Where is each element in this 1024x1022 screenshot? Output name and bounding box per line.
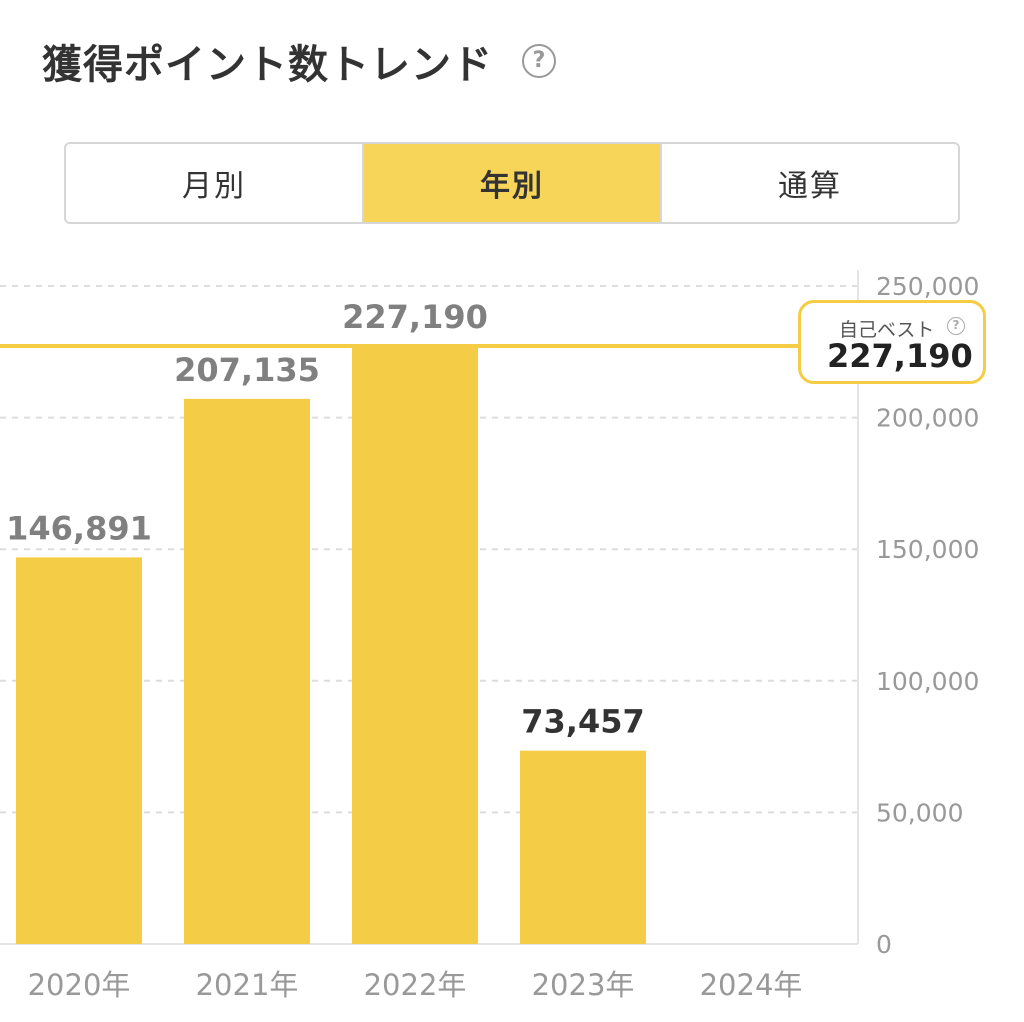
personal-best-label: 自己ベスト: [839, 319, 935, 341]
y-tick-label: 50,000: [876, 798, 963, 827]
tab-monthly[interactable]: 月別: [182, 169, 246, 204]
bar: [16, 557, 142, 944]
x-tick-label: 2024年: [700, 968, 803, 1002]
period-tabs: 月別 年別 通算: [64, 142, 960, 224]
bar-value-label: 207,135: [174, 351, 320, 389]
personal-best-value: 227,190: [827, 337, 973, 375]
help-icon[interactable]: ?: [522, 44, 556, 78]
bar-value-label: 73,457: [521, 703, 644, 741]
bar: [520, 750, 646, 944]
x-tick-label: 2020年: [28, 968, 131, 1002]
bar: [184, 398, 310, 944]
personal-best-badge: 自己ベスト ? 227,190: [798, 300, 986, 384]
page-title: 獲得ポイント数トレンド: [42, 42, 493, 88]
bar-value-label: 146,891: [6, 509, 152, 547]
tab-total[interactable]: 通算: [660, 144, 958, 222]
bar: [352, 346, 478, 945]
y-tick-label: 100,000: [876, 667, 979, 696]
y-tick-label: 0: [876, 930, 892, 959]
y-tick-label: 150,000: [876, 535, 979, 564]
y-tick-label: 250,000: [876, 272, 979, 301]
x-tick-label: 2023年: [532, 968, 635, 1002]
x-tick-label: 2022年: [364, 968, 467, 1002]
help-icon[interactable]: ?: [947, 317, 965, 335]
bar-value-label: 227,190: [342, 298, 488, 336]
x-tick-label: 2021年: [196, 968, 299, 1002]
y-tick-label: 200,000: [876, 404, 979, 433]
tab-yearly[interactable]: 年別: [362, 144, 660, 222]
